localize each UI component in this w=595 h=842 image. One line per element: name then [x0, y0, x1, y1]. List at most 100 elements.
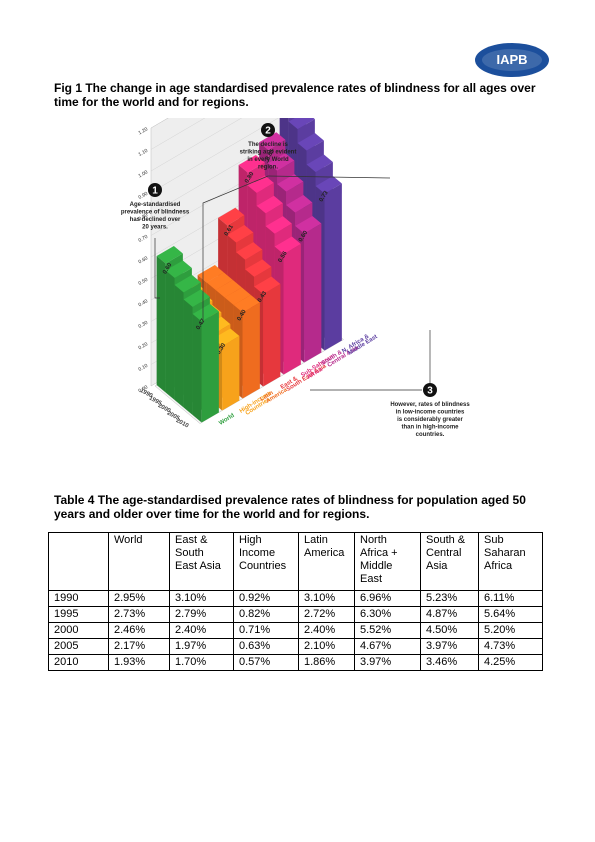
year-label: 2010: [175, 418, 190, 430]
callout-text: countries.: [416, 432, 445, 438]
year-cell: 2000: [48, 622, 109, 639]
bar-front: [283, 244, 301, 375]
bar-value-label: 0.40: [237, 309, 249, 323]
table-row: 2010 1.93% 1.70% 0.57% 1.86% 3.97% 3.46%…: [48, 654, 543, 671]
table-cell: 2.95%: [108, 590, 170, 607]
year-cell: 1995: [48, 606, 109, 623]
year-cell: 2010: [48, 654, 109, 671]
callout-text: has declined over: [130, 217, 181, 223]
callout-text: in every World: [247, 157, 289, 163]
bar-value-label: 0.47: [196, 317, 208, 331]
callout-number-badge: [423, 383, 437, 397]
bar-value-label: 0.30: [216, 342, 228, 356]
table-caption: Table 4 The age-standardised prevalence …: [54, 493, 526, 521]
table-row: 1990 2.95% 3.10% 0.92% 3.10% 6.96% 5.23%…: [48, 590, 543, 607]
table-cell: 1.93%: [108, 654, 170, 671]
table-cell: 0.71%: [233, 622, 299, 639]
bar-side: [192, 313, 202, 423]
table-cell: 4.25%: [478, 654, 543, 671]
y-tick-label: 0.10: [138, 363, 150, 373]
table-cell: 1.97%: [169, 638, 234, 655]
table-cell: 3.97%: [420, 638, 479, 655]
table-cell: 1.70%: [169, 654, 234, 671]
y-tick-label: 0.00: [138, 384, 150, 394]
bar-front: [222, 335, 240, 411]
table-cell: 2.79%: [169, 606, 234, 623]
bar-value-label: 0.85: [265, 148, 277, 162]
table-cell: 2.40%: [169, 622, 234, 639]
callout-number: 1: [152, 186, 158, 197]
callout-text: region.: [258, 165, 278, 171]
bar-side: [183, 299, 193, 416]
callout-number-badge: [148, 183, 162, 197]
callout-text: Age-standardised: [130, 202, 181, 208]
bar-top: [288, 118, 315, 130]
bar-side: [174, 285, 184, 408]
table-cell: 5.52%: [354, 622, 421, 639]
y-tick-label: 1.10: [138, 148, 150, 158]
table-cell: 0.82%: [233, 606, 299, 623]
y-tick-label: 0.60: [138, 255, 150, 265]
year-label: 2005: [166, 410, 181, 422]
callout-number: 3: [427, 386, 433, 397]
table-cell: 5.23%: [420, 590, 479, 607]
y-tick-label: 0.50: [138, 277, 150, 287]
callout-text: striking and evident: [240, 150, 297, 156]
bar-value-label: 0.61: [224, 224, 236, 238]
table-cell: 2.40%: [298, 622, 355, 639]
table-header-row: World East & South East Asia High Income…: [48, 532, 543, 591]
table-cell: 4.87%: [420, 606, 479, 623]
table-cell: 3.46%: [420, 654, 479, 671]
header-cell: North Africa + Middle East: [354, 532, 421, 591]
bar-value-label: 0.73: [319, 190, 331, 204]
bar-top: [259, 132, 286, 150]
table-cell: 6.30%: [354, 606, 421, 623]
bar-top: [245, 259, 272, 277]
year-label: 1990: [139, 388, 154, 400]
region-bars: [156, 245, 219, 423]
bar-side: [165, 270, 175, 401]
table-cell: 2.73%: [108, 606, 170, 623]
iapb-logo: IAPB: [475, 43, 549, 77]
bar-value-label: 0.56: [278, 250, 290, 264]
callout-text: in low-income countries: [396, 410, 465, 416]
callout-connector: [202, 175, 269, 323]
bar-top: [265, 216, 292, 234]
table-cell: 5.64%: [478, 606, 543, 623]
table-row: 1995 2.73% 2.79% 0.82% 2.72% 6.30% 4.87%…: [48, 606, 543, 623]
bar-top: [268, 153, 295, 171]
table-cell: 6.11%: [478, 590, 543, 607]
bar-top: [256, 195, 283, 214]
table-cell: 5.20%: [478, 622, 543, 639]
table-cell: 3.10%: [298, 590, 355, 607]
bar-side: [156, 256, 166, 393]
callout-number-badge: [261, 123, 275, 137]
bar-top: [236, 242, 263, 260]
year-label: 1995: [148, 395, 163, 407]
year-cell: 1990: [48, 590, 109, 607]
table-cell: 1.86%: [298, 654, 355, 671]
bar-top: [286, 195, 313, 213]
bar-top: [192, 303, 219, 322]
bar-top: [206, 272, 233, 291]
logo-eye-shape: [475, 43, 549, 77]
bar-top: [227, 224, 254, 243]
bar-top: [213, 328, 240, 347]
callout-number: 2: [265, 126, 271, 137]
callout: 1 Age-standardised prevalence of blindness…: [121, 183, 190, 231]
header-cell: East & South East Asia: [169, 532, 234, 591]
bar-front: [201, 311, 219, 423]
bar-front: [304, 223, 322, 363]
table-cell: 2.17%: [108, 638, 170, 655]
table-cell: 2.46%: [108, 622, 170, 639]
table-row: 2005 2.17% 1.97% 0.63% 2.10% 4.67% 3.97%…: [48, 638, 543, 655]
table-cell: 3.97%: [354, 654, 421, 671]
bar-top: [156, 245, 183, 264]
y-tick-label: 0.20: [138, 341, 150, 351]
y-tick-label: 0.80: [138, 212, 150, 222]
table-cell: 0.57%: [233, 654, 299, 671]
table-cell: 2.10%: [298, 638, 355, 655]
callout-text: However, rates of blindness: [390, 402, 470, 408]
callout-text: than in high-income: [402, 425, 460, 431]
